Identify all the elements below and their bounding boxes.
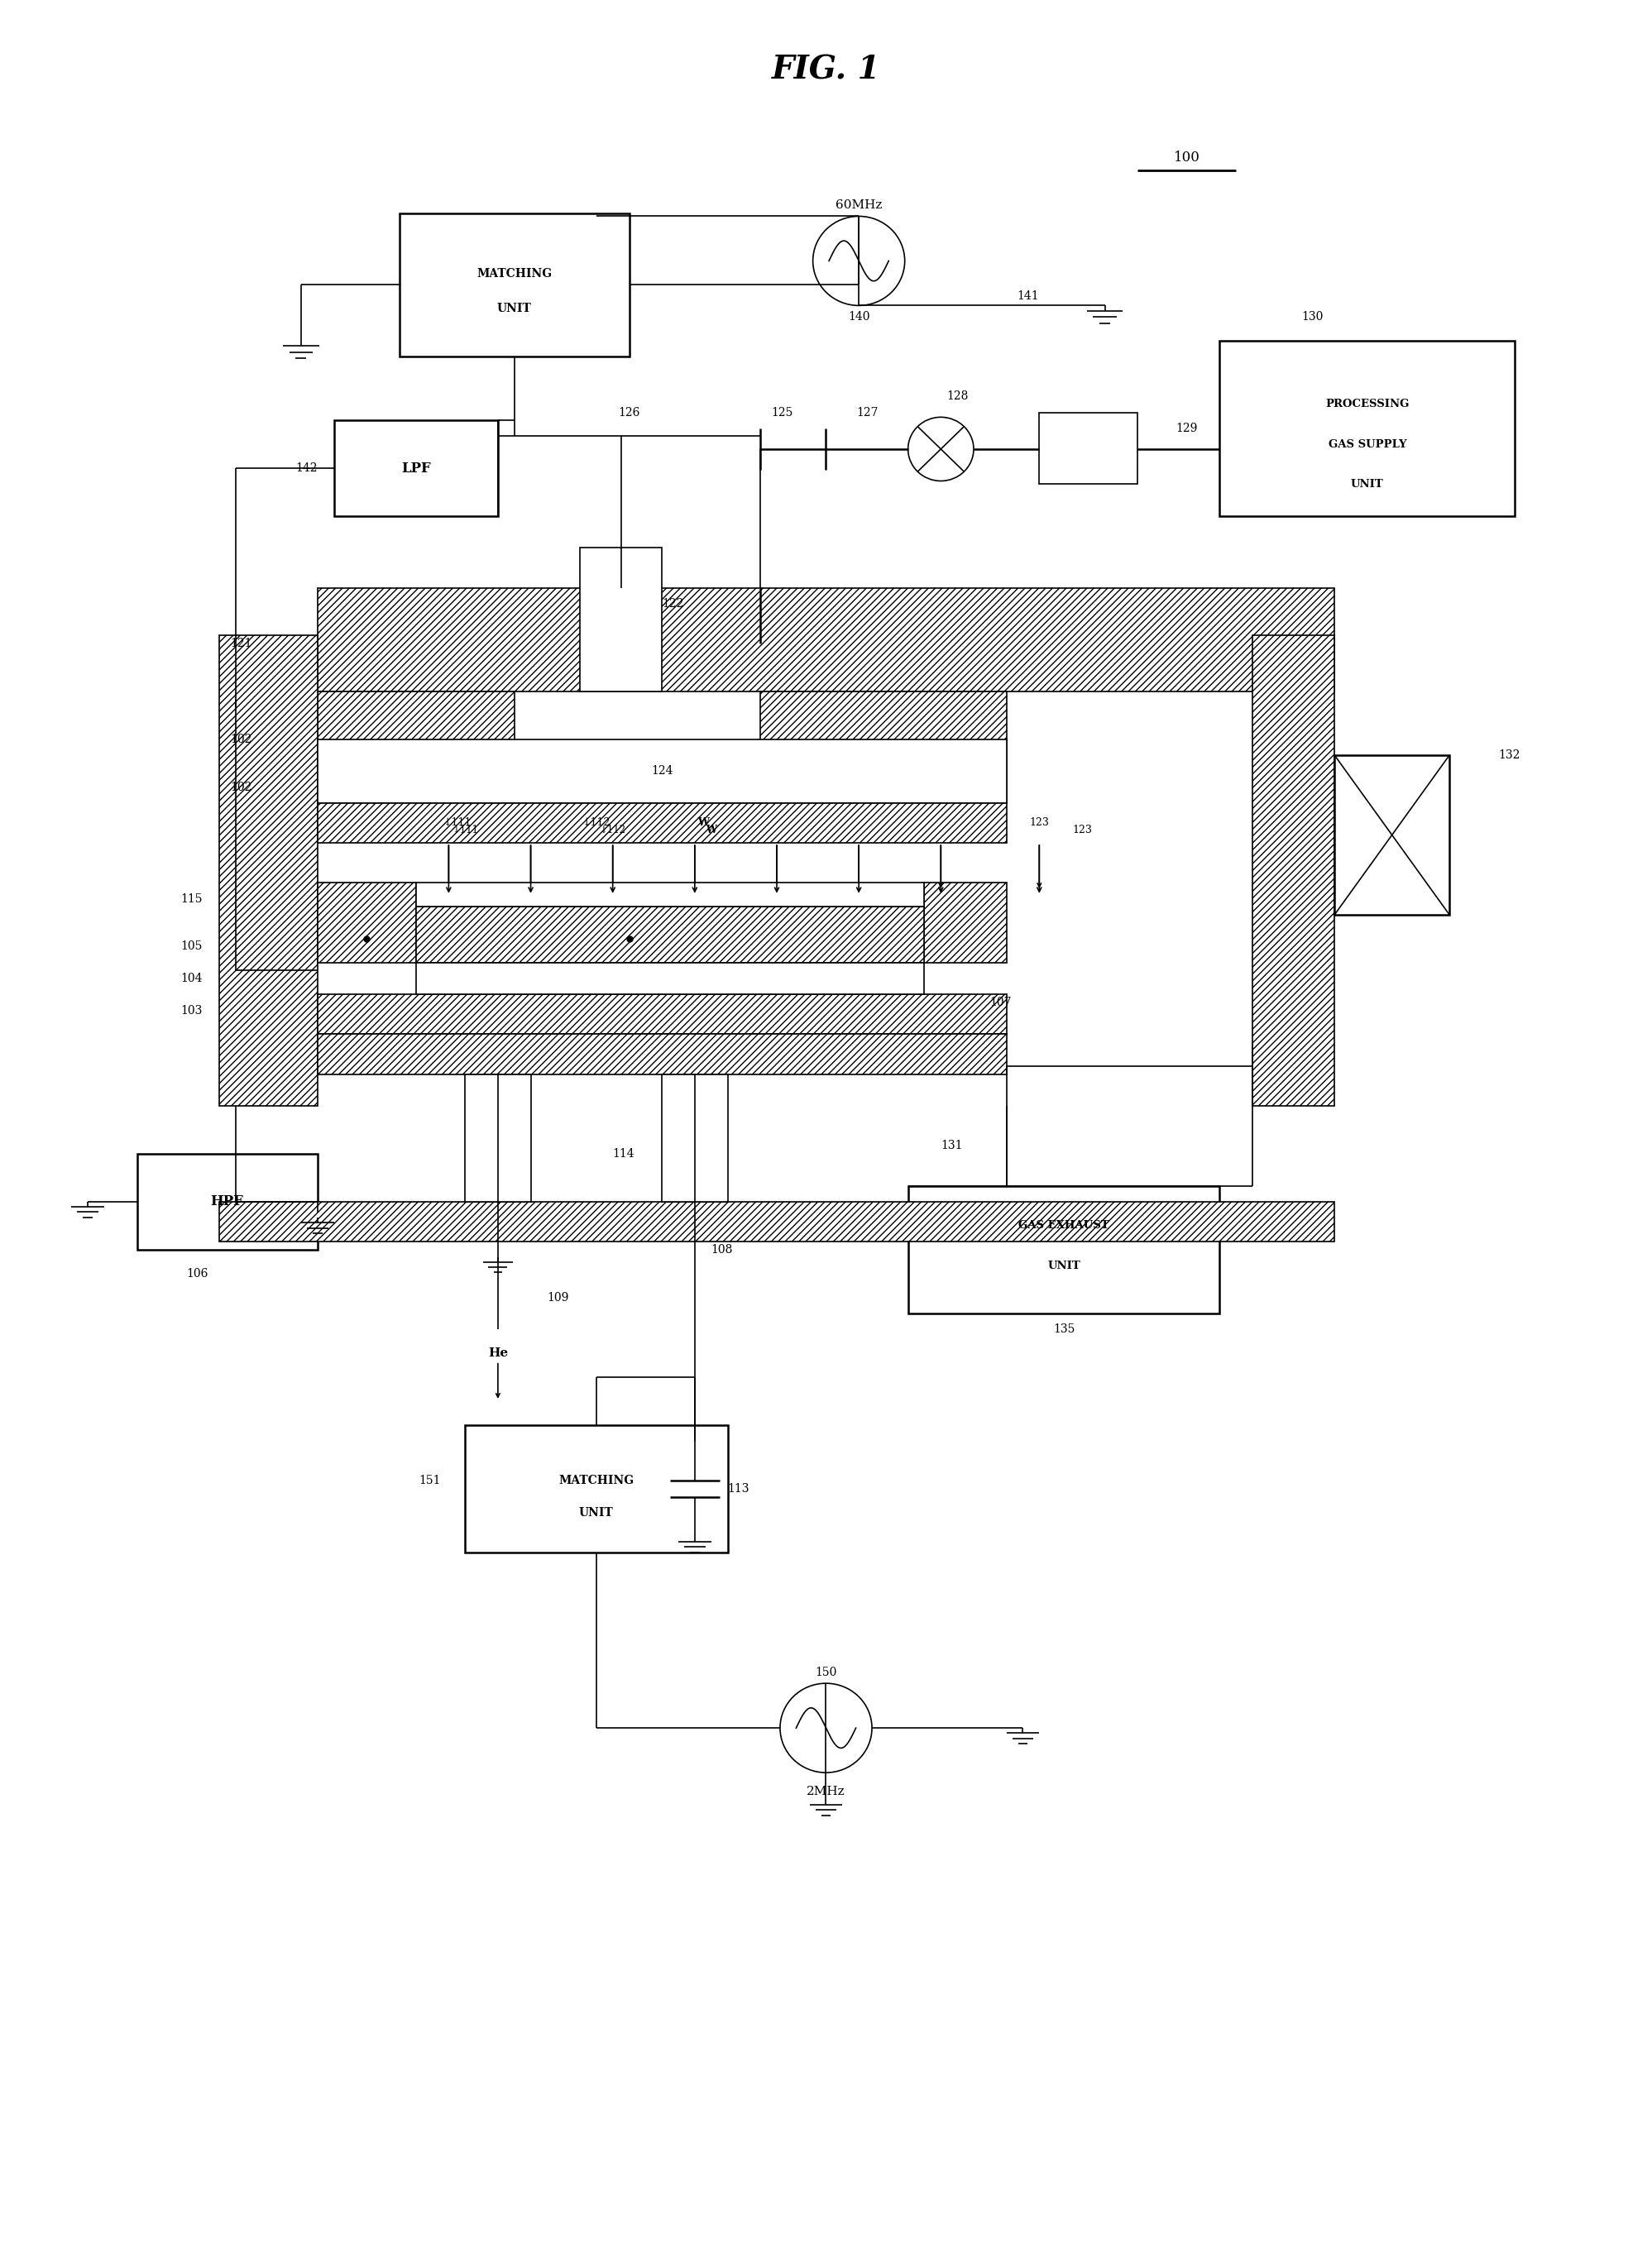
Bar bbox=[137, 1153, 317, 1250]
Bar bbox=[317, 882, 416, 963]
Text: HPF: HPF bbox=[211, 1194, 244, 1210]
Bar bbox=[317, 1034, 1006, 1075]
Text: 105: 105 bbox=[180, 940, 203, 951]
Bar bbox=[220, 1203, 1335, 1241]
Text: He: He bbox=[487, 1346, 507, 1360]
Text: 129: 129 bbox=[1176, 422, 1198, 433]
Bar bbox=[1252, 635, 1335, 1106]
Bar bbox=[416, 882, 925, 907]
Bar bbox=[317, 738, 1006, 803]
Text: LPF: LPF bbox=[401, 462, 431, 476]
Text: 106: 106 bbox=[187, 1268, 208, 1279]
Text: UNIT: UNIT bbox=[497, 303, 532, 314]
Text: 115: 115 bbox=[180, 893, 203, 904]
Text: UNIT: UNIT bbox=[580, 1508, 613, 1519]
Bar bbox=[909, 1185, 1219, 1313]
Text: ↓111: ↓111 bbox=[453, 826, 479, 835]
Bar bbox=[466, 1425, 727, 1553]
Text: 128: 128 bbox=[947, 390, 968, 402]
Text: 142: 142 bbox=[296, 462, 317, 473]
Bar bbox=[416, 963, 925, 994]
Text: 104: 104 bbox=[180, 972, 203, 985]
Text: 135: 135 bbox=[1052, 1324, 1075, 1335]
Text: MATCHING: MATCHING bbox=[558, 1474, 634, 1486]
Bar bbox=[317, 588, 1335, 691]
Text: 150: 150 bbox=[814, 1667, 838, 1679]
Text: 60MHz: 60MHz bbox=[836, 200, 882, 211]
Bar bbox=[220, 635, 317, 1106]
Text: 123: 123 bbox=[1029, 817, 1049, 828]
Bar bbox=[317, 803, 1006, 844]
Bar bbox=[317, 994, 1006, 1034]
Text: 124: 124 bbox=[651, 765, 672, 776]
Text: 125: 125 bbox=[771, 406, 793, 417]
Text: ↓112: ↓112 bbox=[582, 817, 611, 828]
Text: 113: 113 bbox=[727, 1483, 750, 1495]
Bar bbox=[580, 548, 662, 691]
Text: 107: 107 bbox=[990, 996, 1013, 1008]
Text: 114: 114 bbox=[613, 1149, 634, 1160]
Text: 108: 108 bbox=[710, 1243, 733, 1254]
Text: W: W bbox=[697, 817, 709, 828]
Bar bbox=[400, 213, 629, 357]
Text: FIG. 1: FIG. 1 bbox=[771, 54, 881, 85]
Bar bbox=[466, 1075, 530, 1203]
Bar bbox=[416, 907, 925, 963]
Bar bbox=[925, 882, 1006, 963]
Bar bbox=[317, 691, 514, 803]
Text: W: W bbox=[705, 826, 717, 835]
Text: 151: 151 bbox=[418, 1474, 441, 1486]
Text: ↓112: ↓112 bbox=[600, 826, 626, 835]
Text: 131: 131 bbox=[942, 1140, 963, 1151]
Text: UNIT: UNIT bbox=[1351, 478, 1384, 489]
Bar bbox=[1219, 341, 1515, 516]
Bar bbox=[334, 420, 497, 516]
Text: 132: 132 bbox=[1498, 749, 1520, 761]
Bar bbox=[662, 1075, 727, 1203]
Text: 2MHz: 2MHz bbox=[806, 1786, 846, 1797]
Text: 126: 126 bbox=[618, 406, 639, 417]
Text: 103: 103 bbox=[180, 1005, 203, 1017]
Text: 123: 123 bbox=[1072, 826, 1092, 835]
Text: ↓111: ↓111 bbox=[443, 817, 471, 828]
Text: 127: 127 bbox=[856, 406, 877, 417]
Bar bbox=[1039, 413, 1138, 485]
Text: 102: 102 bbox=[230, 781, 251, 792]
Text: 141: 141 bbox=[1018, 289, 1039, 301]
Text: GAS EXHAUST: GAS EXHAUST bbox=[1019, 1221, 1108, 1232]
Text: 122: 122 bbox=[662, 597, 684, 610]
Text: PROCESSING: PROCESSING bbox=[1325, 399, 1409, 411]
Text: UNIT: UNIT bbox=[1047, 1261, 1080, 1270]
Text: 100: 100 bbox=[1173, 150, 1199, 164]
Text: 140: 140 bbox=[847, 312, 869, 323]
Text: 121: 121 bbox=[230, 637, 251, 649]
Bar bbox=[1335, 756, 1449, 916]
Text: 109: 109 bbox=[547, 1293, 568, 1304]
Text: 130: 130 bbox=[1302, 312, 1323, 323]
Bar bbox=[760, 691, 1006, 803]
Text: 102: 102 bbox=[230, 734, 251, 745]
Text: MATCHING: MATCHING bbox=[477, 267, 552, 280]
Text: GAS SUPPLY: GAS SUPPLY bbox=[1328, 440, 1406, 449]
